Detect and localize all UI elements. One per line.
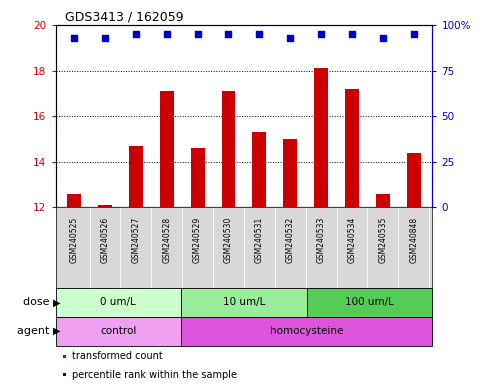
Bar [253, 132, 266, 207]
Text: GSM240531: GSM240531 [255, 217, 264, 263]
Bar [56, 288, 181, 317]
Text: 100 um/L: 100 um/L [345, 297, 394, 308]
Text: GSM240528: GSM240528 [162, 217, 171, 263]
Bar [284, 139, 297, 207]
Text: GSM240529: GSM240529 [193, 217, 202, 263]
Text: agent: agent [17, 326, 53, 336]
Bar [63, 373, 67, 376]
Text: ▶: ▶ [53, 297, 61, 308]
Text: GDS3413 / 162059: GDS3413 / 162059 [65, 10, 184, 23]
Point [225, 31, 232, 37]
Text: GSM240533: GSM240533 [317, 217, 326, 263]
Text: ▶: ▶ [53, 326, 61, 336]
Point [348, 31, 356, 37]
Text: GSM240530: GSM240530 [224, 217, 233, 263]
Point [132, 31, 140, 37]
Bar [307, 288, 432, 317]
Text: dose: dose [23, 297, 53, 308]
Point [379, 35, 387, 41]
Text: GSM240525: GSM240525 [70, 217, 79, 263]
Text: GSM240526: GSM240526 [100, 217, 110, 263]
Text: GSM240535: GSM240535 [378, 217, 387, 263]
Point [163, 31, 170, 37]
Bar [181, 317, 432, 346]
Bar [345, 89, 359, 207]
Bar [222, 91, 235, 207]
Text: control: control [100, 326, 137, 336]
Bar [191, 148, 204, 207]
Text: 0 um/L: 0 um/L [100, 297, 136, 308]
Point [410, 31, 418, 37]
Text: GSM240527: GSM240527 [131, 217, 141, 263]
Bar [160, 91, 174, 207]
Bar [98, 205, 112, 207]
Text: GSM240534: GSM240534 [347, 217, 356, 263]
Bar [407, 152, 421, 207]
Text: homocysteine: homocysteine [270, 326, 343, 336]
Text: GSM240848: GSM240848 [409, 217, 418, 263]
Bar [67, 194, 81, 207]
Bar [314, 68, 328, 207]
Text: GSM240532: GSM240532 [286, 217, 295, 263]
Point [70, 35, 78, 41]
Point [286, 35, 294, 41]
Bar [63, 355, 67, 358]
Point [256, 31, 263, 37]
Bar [181, 288, 307, 317]
Bar [129, 146, 143, 207]
Point [194, 31, 201, 37]
Point [317, 31, 325, 37]
Text: 10 um/L: 10 um/L [223, 297, 265, 308]
Text: transformed count: transformed count [72, 351, 163, 361]
Text: percentile rank within the sample: percentile rank within the sample [72, 370, 237, 380]
Bar [56, 317, 181, 346]
Bar [376, 194, 390, 207]
Point [101, 35, 109, 41]
